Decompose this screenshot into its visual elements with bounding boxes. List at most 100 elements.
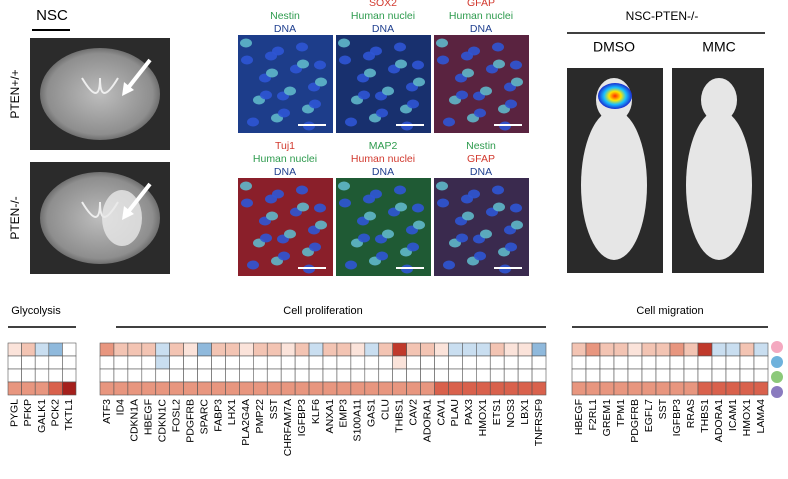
arrow-head (122, 206, 134, 220)
heatmap-cell (225, 381, 240, 396)
heatmap-cell (476, 368, 491, 383)
heatmap-cell (336, 355, 352, 370)
heatmap-cell (697, 342, 713, 357)
nucleus (407, 99, 419, 109)
gene-label: HBEGF (573, 399, 585, 435)
heatmap-cell (448, 355, 463, 370)
heatmap-cell (420, 368, 435, 383)
heatmap-cell (739, 342, 755, 357)
heatmap-cell (503, 342, 519, 357)
gene-label: TKTL1 (63, 399, 75, 431)
gene-label: ATF3 (101, 399, 113, 424)
nucleus (462, 211, 474, 221)
heatmap-cell (753, 381, 769, 396)
nucleus (376, 108, 388, 118)
arrow (126, 58, 152, 90)
heatmap-cell (169, 355, 184, 370)
heatmap-cell (183, 368, 198, 383)
heatmap-cell (406, 381, 421, 396)
nucleus (510, 60, 522, 70)
legend-dot (771, 371, 783, 383)
heatmap-cell (627, 368, 643, 383)
stain-label: Human nuclei (449, 10, 513, 22)
gene-label: LAMA4 (755, 399, 767, 434)
panel-title: NSC-PTEN-/- (626, 9, 699, 23)
heatmap-cell (392, 355, 407, 370)
heatmap-cell (280, 342, 296, 357)
heatmap-cell (280, 355, 296, 370)
stain-label: GFAP (467, 153, 495, 165)
heatmap-cell (683, 342, 699, 357)
heatmap-cell (127, 381, 143, 396)
heatmap-cell (669, 368, 685, 383)
heatmap-cell (585, 342, 601, 357)
heatmap-cell (294, 368, 310, 383)
heatmap-cell (141, 368, 157, 383)
row-label: PTEN-/- (8, 196, 22, 239)
heatmap-cell (322, 342, 338, 357)
gene-label: IGFBP3 (671, 399, 683, 437)
gene-label: F2RL1 (587, 399, 599, 431)
nucleus (462, 68, 474, 78)
heatmap-cell (599, 342, 615, 357)
nucleus (272, 46, 284, 56)
heatmap-cell (211, 381, 226, 396)
heatmap-cell (336, 342, 352, 357)
nucleus (370, 189, 382, 199)
heatmap-cell (155, 355, 170, 370)
gene-label: ICAM1 (727, 399, 739, 431)
gene-label: ID4 (115, 399, 127, 416)
heatmap-cell (448, 381, 463, 396)
heatmap-cell (211, 342, 226, 357)
heatmap-cell (141, 381, 157, 396)
heatmap-cell (489, 342, 505, 357)
gene-label: IGFBP3 (296, 399, 308, 437)
nucleus (395, 202, 407, 212)
nucleus (266, 68, 278, 78)
heatmap-cell (641, 355, 657, 370)
heatmap-cell (655, 355, 671, 370)
heatmap-cell (697, 381, 713, 396)
heatmap-cell (183, 342, 198, 357)
gene-label: SPARC (198, 399, 210, 435)
heatmap-cell (21, 368, 36, 383)
heatmap-cell (613, 342, 629, 357)
nucleus (394, 42, 406, 52)
nucleus (394, 185, 406, 195)
heatmap-cell (62, 381, 77, 396)
heatmap-cell (350, 355, 366, 370)
stain-label: Tuj1 (275, 140, 295, 152)
nucleus (413, 220, 425, 230)
heatmap-cell (571, 355, 587, 370)
nucleus (358, 233, 370, 243)
heatmap-cell (155, 381, 170, 396)
nucleus (505, 99, 517, 109)
gene-label: HBEGF (143, 399, 155, 435)
stain-label: Human nuclei (351, 153, 415, 165)
gene-label: FABP3 (212, 399, 224, 432)
heatmap-cell (503, 355, 519, 370)
heatmap-cell (585, 381, 601, 396)
nucleus (358, 90, 370, 100)
heatmap-cell (531, 368, 547, 383)
heatmap-cell (753, 355, 769, 370)
heatmap-cell (392, 342, 407, 357)
nucleus (278, 108, 290, 118)
legend-dot (771, 341, 783, 353)
nucleus (474, 251, 486, 261)
nucleus (284, 86, 296, 96)
heatmap-cell (585, 355, 601, 370)
nucleus (260, 233, 272, 243)
gene-label: SST (657, 398, 669, 419)
gene-label: GALK1 (36, 399, 48, 433)
heatmap-cell (392, 381, 407, 396)
heatmap-cell (308, 342, 324, 357)
panel-title: NSC (36, 7, 68, 24)
heatmap-cell (711, 342, 727, 357)
gene-label: ADORA1 (713, 399, 725, 442)
heatmap-cell (127, 342, 143, 357)
heatmap-cell (669, 342, 685, 357)
stain-label: DNA (470, 23, 492, 35)
heatmap-cell (599, 355, 615, 370)
heatmap-cell (420, 355, 435, 370)
